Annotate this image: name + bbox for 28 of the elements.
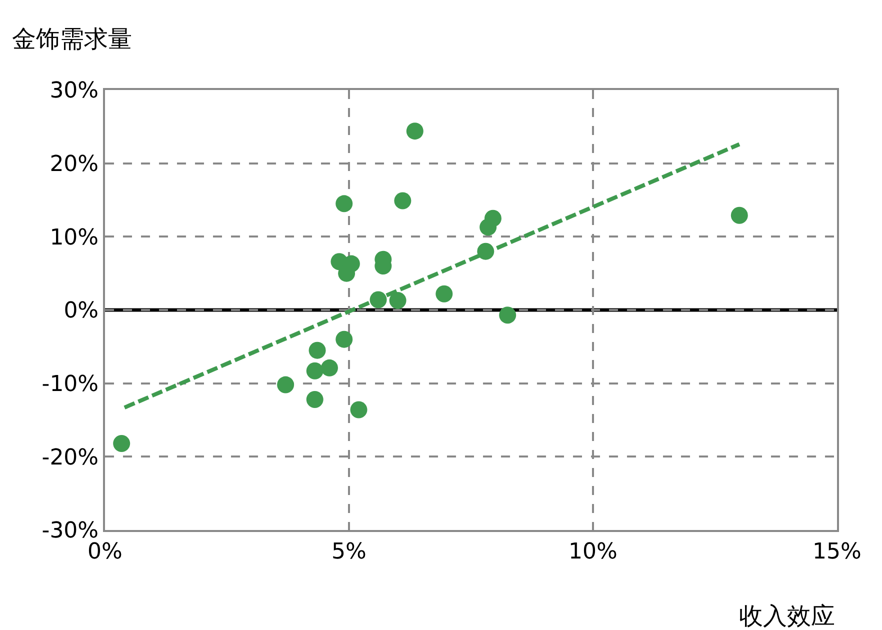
y-tick-label: -20% — [42, 445, 99, 470]
point — [730, 206, 748, 224]
point — [436, 285, 453, 302]
y-tick-label: 20% — [50, 152, 99, 178]
point — [406, 122, 424, 140]
y-tick-label: 0% — [64, 298, 99, 324]
x-axis-title: 收入效应 — [739, 602, 835, 630]
point — [308, 342, 326, 359]
y-tick-label: 10% — [50, 225, 99, 250]
point — [336, 330, 353, 348]
point — [394, 192, 412, 210]
point — [389, 292, 406, 309]
y-tick-label: 30% — [50, 78, 99, 104]
point — [499, 306, 516, 324]
x-tick-label: 5% — [332, 539, 366, 564]
point — [306, 362, 324, 380]
point — [277, 376, 294, 394]
y-tick-label: -10% — [42, 372, 99, 398]
point — [350, 401, 368, 418]
point — [306, 390, 324, 408]
point — [320, 359, 338, 376]
x-tick-label: 0% — [88, 539, 122, 564]
x-tick-label: 10% — [568, 539, 618, 564]
x-tick-label: 15% — [812, 539, 862, 564]
y-axis-title: 金饰需求量 — [12, 25, 132, 53]
point — [113, 434, 130, 452]
point — [336, 195, 353, 212]
point — [484, 210, 502, 227]
